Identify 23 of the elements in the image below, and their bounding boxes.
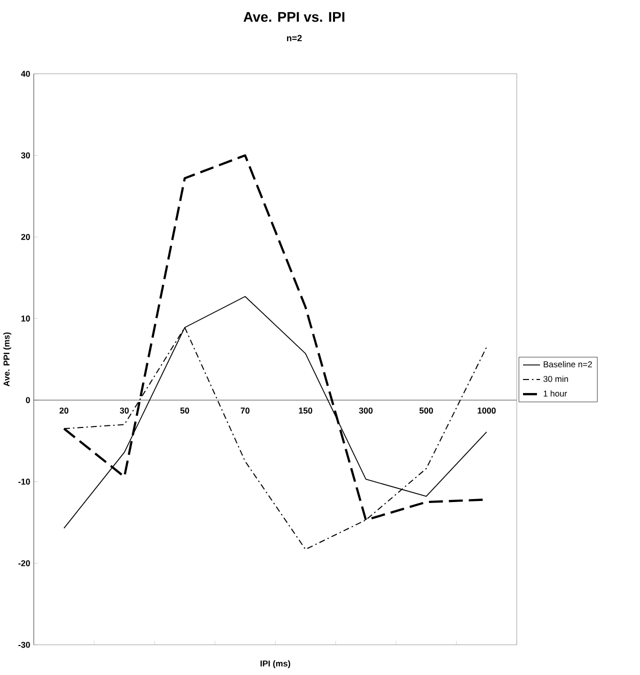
y-tick-label: 30 — [20, 152, 30, 158]
chart-subtitle: n=2 — [286, 34, 302, 42]
x-tick-label: 70 — [240, 408, 250, 414]
x-tick-label: 1000 — [478, 408, 496, 414]
x-axis-title: IPI (ms) — [260, 660, 290, 668]
legend-label: 30 min — [543, 376, 568, 382]
y-tick-label: -10 — [18, 478, 30, 485]
x-tick-label: 50 — [180, 408, 189, 414]
y-tick-label: 40 — [20, 70, 30, 77]
y-tick-label: -30 — [18, 642, 30, 648]
x-tick-label: 150 — [298, 408, 312, 414]
legend-label: Baseline n=2 — [544, 361, 592, 368]
x-tick-label: 20 — [59, 408, 68, 414]
x-tick-label: 30 — [120, 408, 129, 414]
y-tick-label: 10 — [21, 316, 30, 322]
y-tick-label: -20 — [18, 560, 30, 566]
y-axis-title: Ave. PPI (ms) — [3, 332, 12, 386]
x-tick-label: 500 — [419, 408, 433, 414]
chart-title: Ave. PPI vs. IPI — [243, 12, 344, 22]
y-tick-label: 20 — [21, 234, 30, 240]
legend-label: 1 hour — [544, 390, 567, 397]
y-tick-label: 0 — [26, 397, 30, 404]
x-tick-label: 300 — [358, 408, 372, 414]
